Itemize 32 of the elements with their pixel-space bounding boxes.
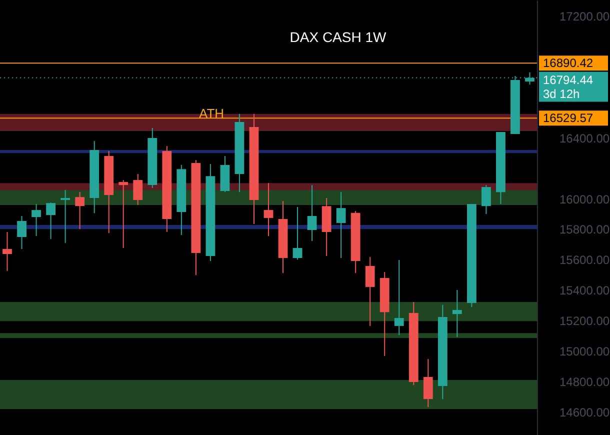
candlestick (394, 259, 404, 336)
candlestick (32, 203, 41, 237)
candlestick (75, 192, 85, 230)
candlestick (292, 206, 302, 260)
candlestick (365, 256, 375, 326)
candlestick (423, 358, 433, 408)
candlestick (17, 215, 26, 250)
candlestick (482, 184, 491, 214)
y-tick-label: 17200.00 (560, 9, 610, 24)
candlestick (336, 192, 346, 259)
y-tick-label: 14800.00 (560, 375, 610, 390)
text: DAX CASH 1W (290, 29, 388, 45)
y-tick-label: 14600.00 (560, 406, 610, 420)
y-tick-label: 15000.00 (560, 344, 610, 359)
annotation: ATH (199, 106, 224, 121)
y-tick-label: 15400.00 (560, 284, 610, 298)
y-tick-label: 16400.00 (560, 131, 610, 146)
candlestick (2, 231, 12, 272)
candlestick (264, 182, 274, 237)
ref-line-label: 16890.42 (543, 56, 594, 70)
y-tick-label: 15200.00 (560, 314, 610, 328)
y-tick-label: 16000.00 (560, 192, 610, 206)
ref-line-label: 16529.57 (543, 111, 594, 126)
candlestick (118, 180, 128, 248)
candlestick (452, 290, 462, 338)
y-tick-label: 15600.00 (560, 253, 610, 268)
candlestick (133, 173, 143, 206)
candlestick (46, 202, 56, 240)
candlestick (307, 184, 317, 242)
ref-line-label: 16794.44 3d 12h (543, 72, 594, 101)
y-tick-label: 15800.00 (560, 222, 610, 237)
candlestick (60, 190, 70, 244)
